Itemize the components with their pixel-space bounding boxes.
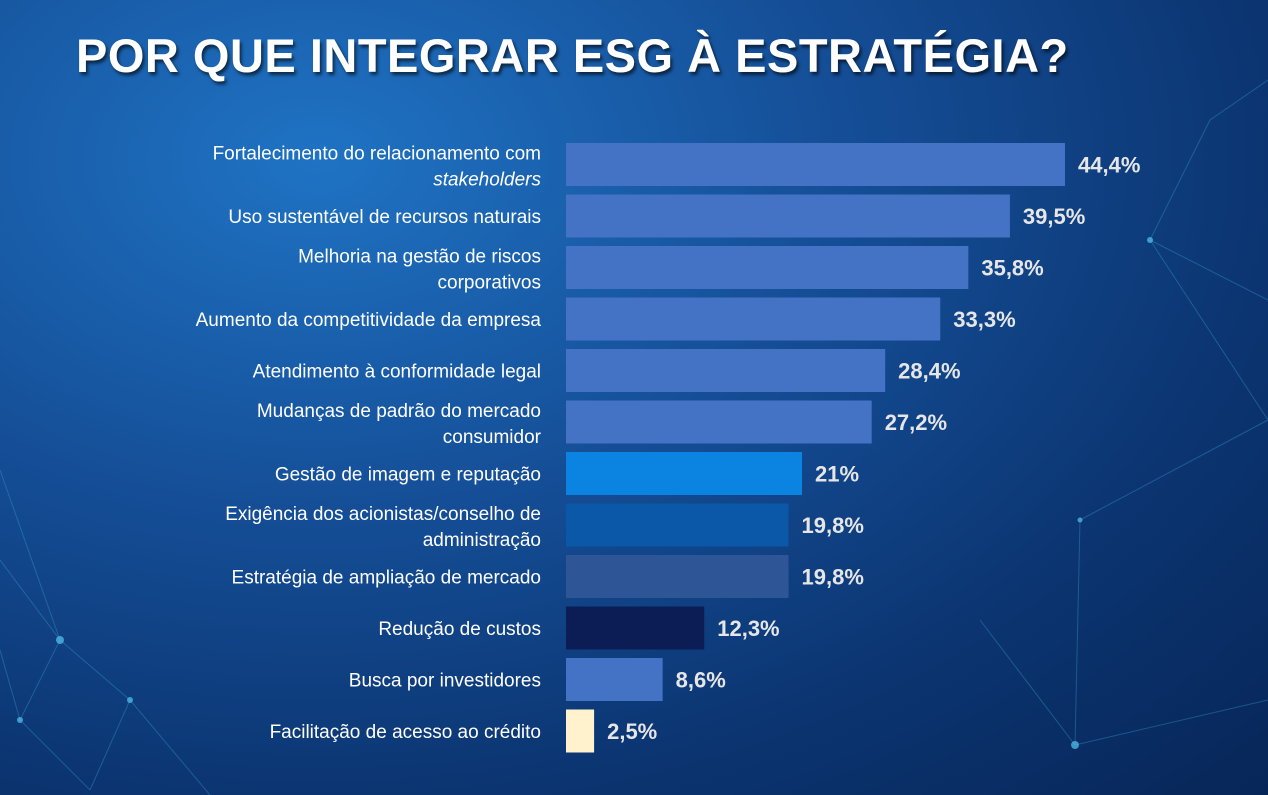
category-label-3: Melhoria na gestão de riscos corporativos — [298, 247, 541, 294]
category-label-2: Uso sustentável de recursos naturais — [228, 207, 541, 228]
category-label-6: Mudanças de padrão do mercado consumidor — [257, 401, 542, 448]
value-label-7: 21% — [815, 462, 859, 487]
bar-12 — [566, 709, 595, 753]
category-label-7: Gestão de imagem e reputação — [275, 465, 541, 486]
value-label-2: 39,5% — [1023, 204, 1085, 229]
category-label-1: Fortalecimento do relacionamento com stak… — [213, 144, 542, 191]
category-label-9: Estratégia de ampliação de mercado — [232, 568, 541, 589]
category-label-11: Busca por investidores — [349, 671, 541, 692]
value-label-8: 19,8% — [802, 513, 864, 538]
value-label-6: 27,2% — [885, 410, 947, 435]
bar-11 — [566, 658, 663, 701]
bar-2 — [566, 194, 1010, 238]
bar-10 — [566, 606, 705, 650]
bar-9 — [566, 555, 789, 598]
bar-4 — [566, 297, 941, 341]
category-label-10: Redução de custos — [378, 619, 541, 640]
bar-8 — [566, 503, 789, 547]
category-label-12: Facilitação de acesso ao crédito — [270, 722, 541, 743]
value-label-1: 44,4% — [1078, 153, 1140, 178]
bar-6 — [566, 400, 872, 444]
value-label-10: 12,3% — [717, 616, 779, 641]
bar-3 — [566, 246, 969, 289]
value-label-9: 19,8% — [802, 565, 864, 590]
value-label-3: 35,8% — [981, 256, 1043, 281]
bar-7 — [566, 452, 803, 495]
value-label-4: 33,3% — [953, 307, 1015, 332]
value-label-11: 8,6% — [676, 668, 726, 693]
category-label-4: Aumento da competitividade da empresa — [196, 310, 542, 331]
value-label-12: 2,5% — [607, 719, 657, 744]
category-label-8: Exigência dos acionistas/conselho de admi… — [225, 504, 541, 551]
bar-5 — [566, 349, 886, 392]
value-label-5: 28,4% — [898, 359, 960, 384]
category-label-5: Atendimento à conformidade legal — [253, 362, 541, 383]
page-title: POR QUE INTEGRAR ESG À ESTRATÉGIA? — [76, 29, 1069, 82]
bar-1 — [566, 143, 1065, 186]
